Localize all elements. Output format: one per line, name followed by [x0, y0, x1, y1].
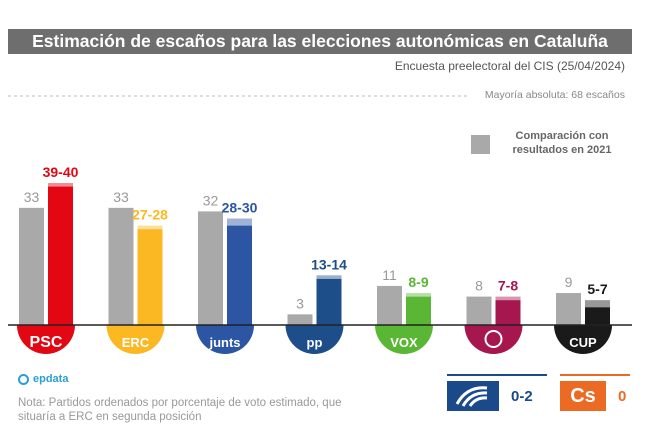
logo-text-junts: junts [208, 335, 240, 350]
logo-text-cup: CUP [569, 335, 597, 350]
alhora-logo-icon [447, 381, 499, 411]
bar-2021-cup [556, 293, 581, 325]
source-logo: epdata [18, 373, 68, 385]
bar-range-psc [48, 183, 73, 187]
bar-range-pp [316, 275, 342, 279]
bar-2021-junts [198, 211, 223, 325]
label-estimate-pp: 13-14 [311, 256, 347, 272]
logo-text-pp: pp [307, 335, 323, 350]
label-estimate-erc: 27-28 [132, 207, 168, 223]
bar-2021-erc [108, 207, 134, 325]
bar-range-vox [406, 293, 431, 297]
cs-logo-icon: Cs [560, 381, 606, 411]
bar-2021-psc [19, 207, 44, 325]
bar-2021-vox [377, 285, 402, 325]
logo-junts-icon [196, 325, 254, 354]
bar-range-junts [227, 218, 252, 226]
bar-estimate-cup [585, 307, 610, 325]
label-2021-comuns: 8 [475, 278, 483, 294]
label-2021-pp: 3 [296, 295, 304, 311]
label-2021-junts: 32 [203, 192, 219, 208]
epdata-icon [18, 373, 29, 385]
logo-text-psc: PSC [30, 334, 63, 351]
bar-estimate-vox [406, 296, 431, 325]
bar-estimate-junts [227, 225, 252, 325]
label-estimate-junts: 28-30 [222, 200, 258, 216]
alhora-underline [447, 374, 547, 376]
majority-label: Mayoría absoluta: 68 escaños [484, 89, 625, 101]
label-2021-vox: 11 [382, 267, 397, 283]
label-estimate-cup: 5-7 [587, 281, 607, 297]
extra-party-cs: Cs 0 [560, 381, 626, 411]
logo-vox-icon [375, 325, 433, 354]
logo-erc-icon [106, 325, 165, 354]
bar-estimate-psc [48, 186, 73, 325]
cs-underline [560, 374, 630, 376]
source-name: epdata [33, 373, 69, 385]
bar-range-erc [137, 225, 163, 230]
logo-psc-icon [17, 325, 75, 354]
bar-estimate-comuns [495, 300, 521, 325]
label-2021-erc: 33 [113, 189, 129, 205]
chart-subtitle: Encuesta preelectoral del CIS (25/04/202… [394, 59, 625, 73]
logo-cup-icon [554, 325, 612, 354]
legend-swatch-2021 [471, 135, 490, 154]
bar-2021-pp [287, 314, 313, 325]
label-2021-cup: 9 [565, 274, 573, 290]
logo-mark-comuns [484, 330, 503, 348]
label-estimate-comuns: 7-8 [498, 278, 518, 294]
logo-text-erc: ERC [122, 335, 150, 350]
alhora-value: 0-2 [511, 387, 533, 405]
bar-2021-comuns [466, 296, 492, 325]
wave-icon [455, 386, 488, 407]
cs-value: 0 [618, 387, 627, 405]
label-estimate-psc: 39-40 [43, 164, 79, 180]
bar-range-cup [585, 300, 610, 308]
chart-title: Estimación de escaños para las eleccione… [8, 29, 632, 54]
label-estimate-vox: 8-9 [408, 274, 428, 290]
logo-comuns-icon [464, 325, 523, 354]
extra-party-alhora: 0-2 [447, 381, 533, 411]
bar-estimate-pp [316, 278, 342, 325]
chart-note: Nota: Partidos ordenados por porcentaje … [18, 397, 342, 423]
bar-range-comuns [495, 296, 521, 301]
legend-label: Comparación con resultados en 2021 [512, 130, 612, 156]
label-2021-psc: 33 [24, 189, 40, 205]
logo-pp-icon [285, 325, 344, 354]
bar-estimate-erc [137, 229, 163, 325]
logo-text-vox: VOX [390, 335, 418, 350]
